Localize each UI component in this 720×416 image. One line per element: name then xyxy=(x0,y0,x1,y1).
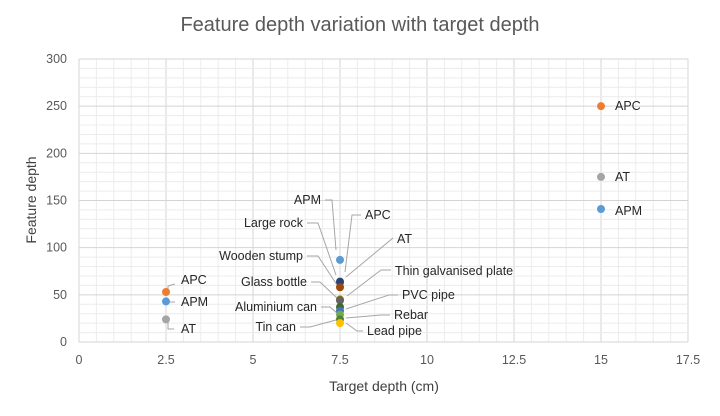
x-tick-labels: 0 2.5 5 7.5 10 12.5 15 17.5 xyxy=(76,353,701,367)
x-tick-label: 2.5 xyxy=(157,353,174,367)
x-tick-label: 0 xyxy=(76,353,83,367)
leader-line xyxy=(345,294,398,310)
leader-line xyxy=(345,322,363,332)
leader-line xyxy=(321,306,338,314)
data-label: APM xyxy=(294,193,321,207)
x-tick-label: 10 xyxy=(420,353,434,367)
leader-line xyxy=(345,237,394,278)
data-points xyxy=(162,102,605,328)
leader-line xyxy=(344,214,361,273)
leader-line xyxy=(345,314,390,319)
data-point xyxy=(336,255,344,264)
data-label: Tin can xyxy=(255,320,296,334)
label-leader-lines xyxy=(167,199,398,332)
data-label: PVC pipe xyxy=(402,288,455,302)
data-point xyxy=(597,204,605,213)
y-tick-label: 300 xyxy=(46,52,67,66)
y-axis-title: Feature depth xyxy=(23,156,39,243)
data-label: AT xyxy=(181,322,196,336)
chart-title: Feature depth variation with target dept… xyxy=(180,14,539,36)
data-label: Wooden stump xyxy=(219,249,303,263)
data-point xyxy=(336,277,344,286)
data-point xyxy=(597,102,605,111)
data-label: APC xyxy=(181,273,207,287)
data-label: APM xyxy=(615,204,642,218)
y-tick-label: 50 xyxy=(53,288,67,302)
x-tick-label: 17.5 xyxy=(676,353,700,367)
y-tick-label: 100 xyxy=(46,241,67,255)
data-label: APC xyxy=(615,99,641,113)
y-tick-label: 150 xyxy=(46,194,67,208)
data-label: APC xyxy=(365,208,391,222)
x-axis-title: Target depth (cm) xyxy=(329,378,439,394)
x-tick-label: 12.5 xyxy=(502,353,526,367)
y-tick-labels: 0 50 100 150 200 250 300 xyxy=(46,52,67,349)
data-point xyxy=(162,315,170,324)
data-label: Rebar xyxy=(394,308,428,322)
y-tick-label: 200 xyxy=(46,146,67,160)
y-tick-label: 250 xyxy=(46,99,67,113)
leader-line xyxy=(311,281,338,299)
leader-line xyxy=(167,322,174,330)
leader-line xyxy=(325,199,337,251)
leader-line xyxy=(346,269,391,297)
data-labels: APC APM AT APC AT APM APM APC AT Large rock Wooden… xyxy=(181,99,642,338)
leader-line xyxy=(307,222,337,276)
x-tick-label: 15 xyxy=(594,353,608,367)
data-point xyxy=(336,319,344,328)
data-label: AT xyxy=(397,232,412,246)
y-tick-label: 0 xyxy=(60,335,67,349)
data-label: AT xyxy=(615,170,630,184)
data-label: Glass bottle xyxy=(241,275,307,289)
data-label: Lead pipe xyxy=(367,324,422,338)
data-point xyxy=(162,297,170,306)
leader-line xyxy=(307,255,338,286)
leader-line xyxy=(300,319,337,328)
data-label: Aluminium can xyxy=(235,300,317,314)
data-point xyxy=(597,172,605,181)
grid xyxy=(78,58,689,343)
data-label: Large rock xyxy=(244,216,304,230)
data-point xyxy=(336,283,344,292)
x-tick-label: 7.5 xyxy=(331,353,348,367)
x-tick-label: 5 xyxy=(250,353,257,367)
data-label: APM xyxy=(181,295,208,309)
data-label: Thin galvanised plate xyxy=(395,264,513,278)
data-point xyxy=(336,296,344,305)
data-point xyxy=(162,288,170,297)
